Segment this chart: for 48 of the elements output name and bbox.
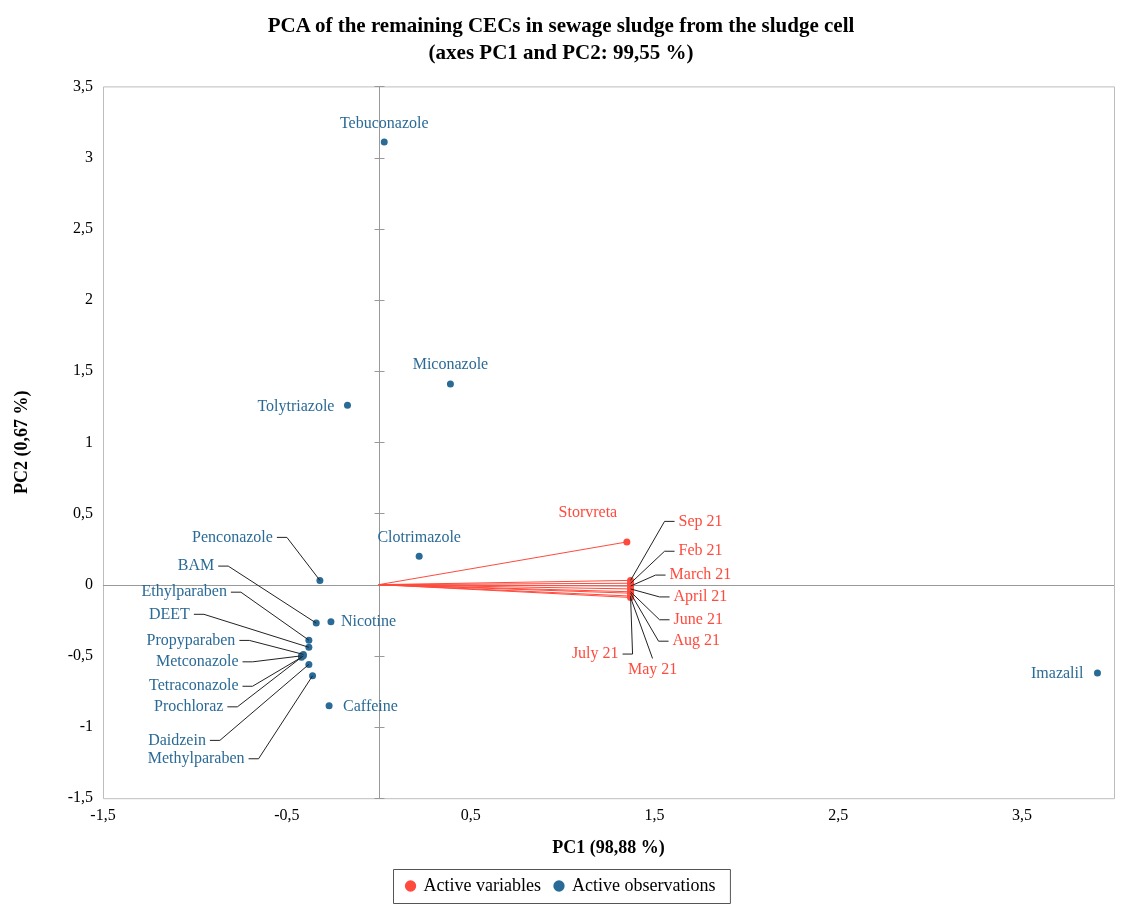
annotation: Tetraconazole [149,676,239,694]
annotation: Miconazole [412,355,489,373]
y-tick-label: 0 [85,574,93,592]
y-tick-label: 3 [85,147,93,165]
legend-label: Active observations [571,874,716,895]
y-tick-label: -0,5 [67,646,93,664]
annotation: Methylparaben [147,748,245,767]
annotation: Aug 21 [672,631,721,650]
x-tick-label: -0,5 [274,806,300,823]
annotation: May 21 [627,659,678,678]
y-tick-label: 1,5 [73,361,93,379]
legend-label: Active variables [423,874,541,895]
annotation: Imazalil [1031,664,1084,682]
y-axis-title: PC2 (0,67 %) [11,390,33,495]
annotation: Sep 21 [678,511,723,530]
y-tick-label: 1 [85,432,93,450]
annotation: Ethylparaben [141,582,227,601]
annotation: Prochloraz [154,697,224,715]
annotation: Metconazole [155,652,239,670]
annotation: Daidzein [148,730,206,748]
annotation: April 21 [673,587,728,606]
y-tick-label: 0,5 [73,503,93,521]
annotation: Caffeine [343,696,398,714]
y-tick-label: -1,5 [67,788,93,806]
annotation: Feb 21 [678,541,723,559]
annotation: Tebuconazole [339,114,429,132]
annotation: Nicotine [340,611,397,629]
annotation: DEET [149,604,191,622]
annotation: Clotrimazole [377,528,461,546]
annotation: March 21 [669,565,732,583]
x-tick-label: 3,5 [1012,806,1033,823]
y-tick-label: 3,5 [73,76,93,94]
annotation: Penconazole [192,527,273,545]
x-tick-label: 2,5 [828,806,849,823]
x-tick-label: 1,5 [644,806,665,823]
y-tick-label: 2 [85,290,93,308]
y-tick-label: 2,5 [73,218,93,236]
annotation: Tolytriazole [257,397,335,416]
x-tick-label: 0,5 [460,806,481,823]
chart-title: PCA of the remaining CECs in sewage sludge from the sludge cell [267,13,855,38]
chart-subtitle: (axes PC1 and PC2: 99,55 %) [428,40,694,65]
annotation: July 21 [571,644,619,663]
y-tick-label: -1 [79,717,93,735]
annotation: BAM [177,556,215,574]
x-axis-title: PC1 (98,88 %) [552,836,665,858]
annotation: Propyparaben [146,630,236,649]
annotation: June 21 [673,609,723,627]
annotation: Storvreta [558,503,618,521]
